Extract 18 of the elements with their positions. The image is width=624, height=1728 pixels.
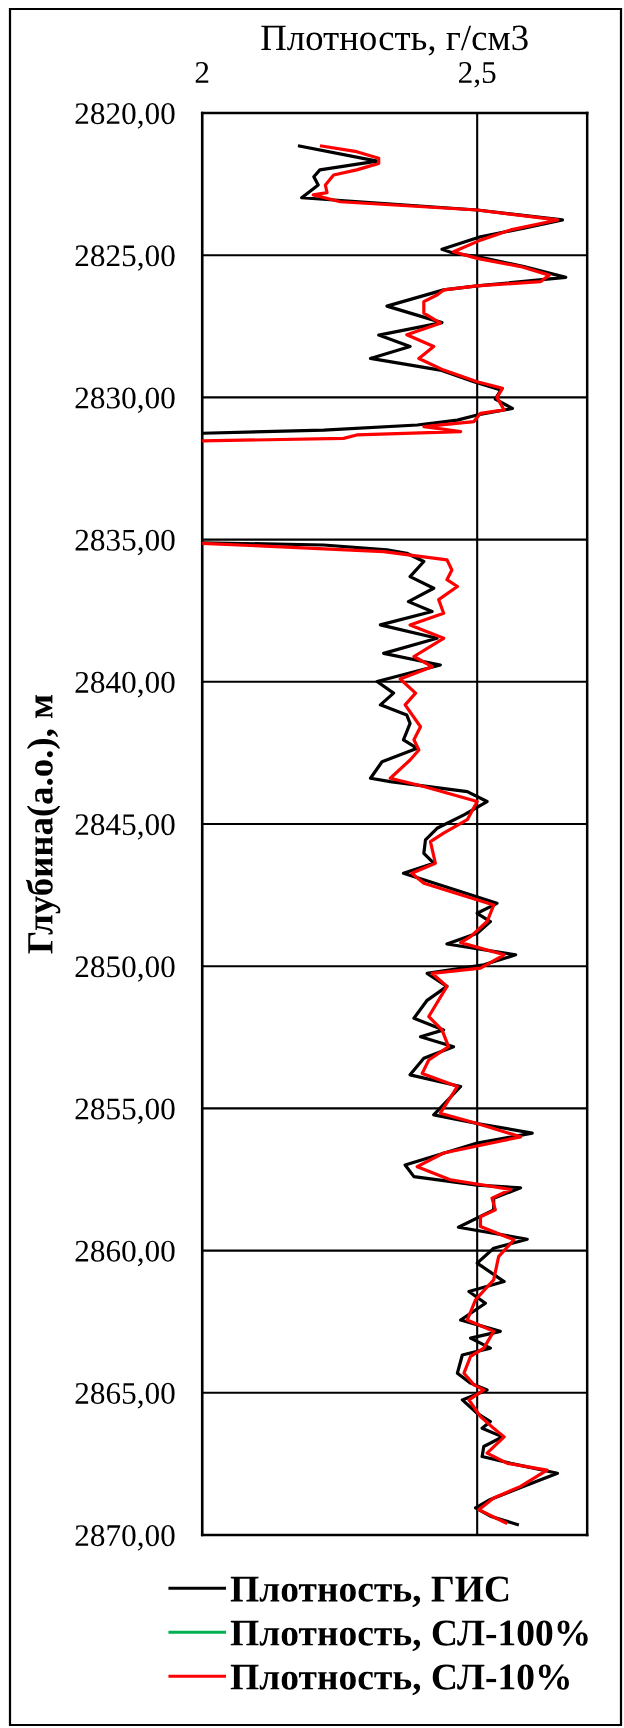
- legend-label: Плотность, СЛ-10%: [230, 1664, 569, 1696]
- x-tick-label: 2: [195, 62, 209, 83]
- y-tick-label: 2835,00: [75, 529, 175, 556]
- y-tick-label: 2845,00: [75, 814, 175, 840]
- y-tick-label: 2855,00: [75, 1098, 175, 1125]
- y-tick-label: 2825,00: [75, 245, 175, 271]
- y-tick-label: 2820,00: [75, 103, 175, 129]
- y-tick-label: 2860,00: [75, 1240, 175, 1267]
- y-tick-label: 2865,00: [75, 1382, 175, 1409]
- y-tick-label: 2850,00: [75, 956, 175, 982]
- y-tick-label: 2870,00: [75, 1525, 175, 1551]
- y-tick-label: 2840,00: [75, 671, 175, 698]
- y-tick-label: 2830,00: [75, 387, 175, 414]
- y-axis-title: Глубина(а.о.), м: [26, 695, 61, 954]
- legend-label: Плотность, ГИС: [230, 1576, 509, 1608]
- x-axis-title: Плотность, г/см3: [261, 25, 528, 56]
- x-tick-label: 2,5: [459, 62, 496, 88]
- legend-label: Плотность, СЛ-100%: [230, 1620, 588, 1652]
